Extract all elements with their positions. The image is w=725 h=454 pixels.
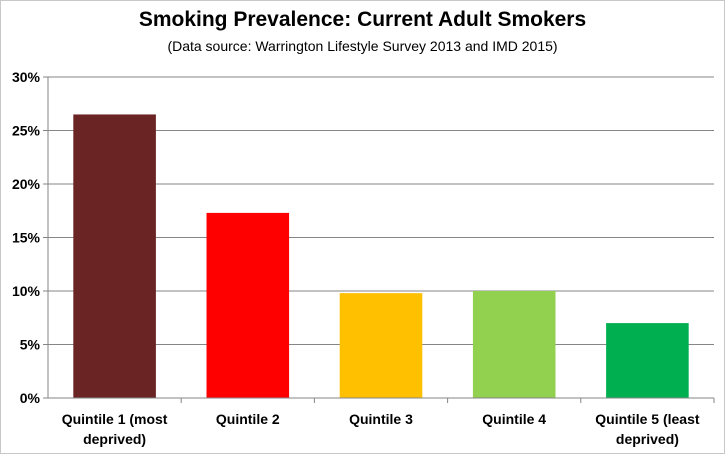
y-tick-label: 5%: [20, 337, 41, 353]
x-tick-label: deprived): [616, 431, 679, 447]
chart-title: Smoking Prevalence: Current Adult Smoker…: [138, 8, 587, 31]
y-tick-label: 20%: [12, 176, 41, 192]
bar: [206, 212, 290, 398]
x-tick-label: Quintile 3: [349, 411, 413, 427]
y-tick-label: 10%: [12, 283, 41, 299]
x-tick-label: deprived): [83, 431, 146, 447]
bar: [472, 291, 556, 398]
x-tick-label: Quintile 2: [216, 411, 280, 427]
chart-subtitle: (Data source: Warrington Lifestyle Surve…: [167, 38, 558, 54]
y-tick-label: 0%: [20, 390, 41, 406]
bar: [339, 293, 423, 398]
x-tick-label: Quintile 4: [482, 411, 546, 427]
y-tick-label: 15%: [12, 230, 41, 246]
y-tick-label: 30%: [12, 69, 41, 85]
x-tick-label: Quintile 5 (least: [595, 411, 700, 427]
bar: [73, 114, 156, 398]
bar: [606, 323, 689, 398]
y-tick-label: 25%: [12, 123, 41, 139]
x-tick-label: Quintile 1 (most: [62, 411, 168, 427]
